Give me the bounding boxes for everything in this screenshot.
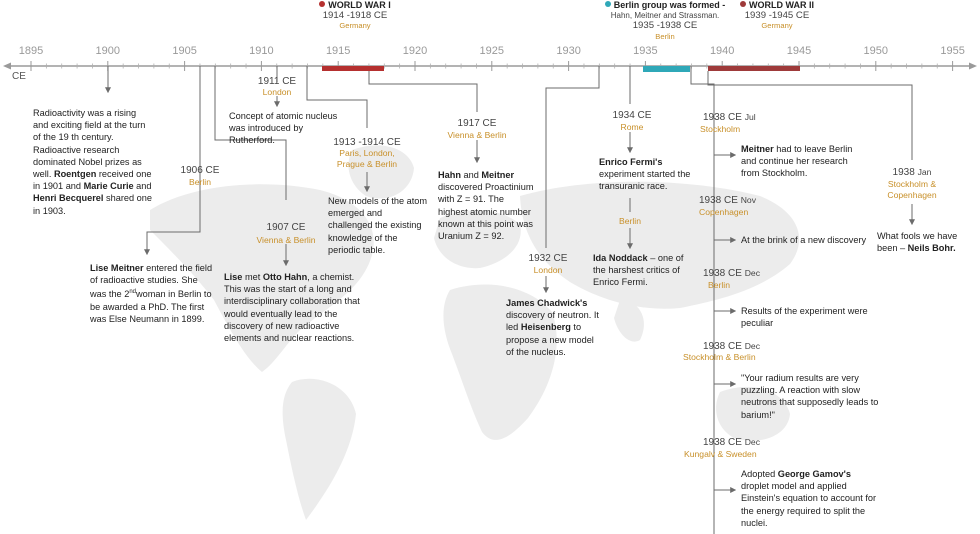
event-1938-nov-year: 1938 CE Nov xyxy=(699,195,756,206)
event-1932-text: James Chadwick's discovery of neutron. I… xyxy=(506,298,599,357)
event-1917-text: Hahn and Meitner discovered Proactinium … xyxy=(438,170,534,242)
connector-1913 xyxy=(306,66,368,128)
event-1938-dec-place-a: Berlin xyxy=(708,280,730,290)
axis-year-label: 1915 xyxy=(325,45,351,57)
map-south-america xyxy=(282,378,356,520)
period-berlin-subtitle: Hahn, Meitner and Strassman. xyxy=(610,10,720,20)
event-1938-dec-year-c: 1938 CE Dec xyxy=(703,437,760,448)
connector-1938-jan xyxy=(707,71,913,160)
connector-1938-spine xyxy=(690,66,715,534)
event-1938-jan-place: Stockholm & Copenhagen xyxy=(887,179,937,200)
axis-ticks xyxy=(30,61,954,71)
event-1913-year: 1913 -1914 CE xyxy=(333,137,401,148)
period-berlin-place: Berlin xyxy=(655,31,675,41)
event-1938-jan-year: 1938 Jan xyxy=(892,167,932,178)
berlin-group-dot-icon xyxy=(604,1,611,7)
event-1938-nov-place: Copenhagen xyxy=(699,207,749,217)
event-1900-text: Radioactivity was a rising and exciting … xyxy=(33,108,152,216)
axis-year-label: 1935 xyxy=(633,45,658,57)
map-india-sea xyxy=(614,300,644,342)
period-bar-wwi xyxy=(322,66,384,71)
connector-1907-a xyxy=(214,66,287,200)
event-1934-text: Enrico Fermi's experiment started the tr… xyxy=(599,157,691,192)
map-north-america xyxy=(150,184,374,372)
axis-year-label: 1940 xyxy=(709,45,735,57)
event-1938-jul-text: Meitner had to leave Berlin and continue… xyxy=(741,144,853,179)
connector-1906 xyxy=(144,66,201,256)
axis-year-label: 1925 xyxy=(479,45,505,57)
map-europe xyxy=(434,210,521,269)
wwii-dot-icon xyxy=(740,1,746,7)
event-1934-year: 1934 CE xyxy=(612,110,652,121)
axis-year-label: 1905 xyxy=(172,45,197,57)
event-1938-dec-year-a: 1938 CE Dec xyxy=(703,268,760,279)
axis-right-arrow-icon xyxy=(969,62,977,70)
axis-year-label: 1930 xyxy=(556,45,581,57)
axis-year-label: 1920 xyxy=(402,45,428,57)
period-wwii-title: WORLD WAR II xyxy=(749,0,814,10)
axis-year-label: 1950 xyxy=(863,45,889,57)
event-1938-jul-year: 1938 CE Jul xyxy=(703,112,756,123)
map-asia xyxy=(520,181,800,309)
event-1938-jan-text: What fools we have been – Neils Bohr. xyxy=(877,231,958,254)
connector-1932 xyxy=(545,66,600,248)
period-berlin-group: Berlin group was formed - Hahn, Meitner … xyxy=(600,0,730,42)
axis-year-label: 1910 xyxy=(249,45,274,57)
event-1932-year: 1932 CE xyxy=(528,253,568,264)
event-1907-text: Lise met Otto Hahn, a chemist. This was … xyxy=(224,272,360,344)
period-wwi-title: WORLD WAR I xyxy=(328,0,391,10)
event-1911-year: 1911 CE xyxy=(257,76,297,87)
period-wwii-years: 1939 -1945 CE xyxy=(744,9,810,21)
axis-year-label: 1895 xyxy=(18,45,44,57)
period-wwi-years: 1914 -1918 CE xyxy=(322,9,388,21)
axis-year-label: 1900 xyxy=(95,45,121,57)
event-1938-dec-text-b: "Your radium results are very puzzling. … xyxy=(741,373,879,420)
event-1938-dec-place-c: Kungalv & Sweden xyxy=(684,449,757,459)
event-1934-text2: Ida Noddack – one of the harshest critic… xyxy=(593,253,684,288)
event-1913-text: New models of the atom emerged and chall… xyxy=(328,196,428,255)
event-1938-dec-place-b: Stockholm & Berlin xyxy=(683,352,756,362)
period-bar-berlin-group xyxy=(643,66,690,72)
wwi-dot-icon xyxy=(319,1,326,7)
event-1907-year: 1907 CE xyxy=(266,222,306,233)
period-wwii-place: Germany xyxy=(761,21,793,30)
event-1934-place2: Berlin xyxy=(619,216,641,226)
period-wwii: WORLD WAR II 1939 -1945 CE Germany xyxy=(722,0,832,32)
event-1938-dec-text-c: Adopted George Gamov's droplet model and… xyxy=(741,469,877,528)
event-1934-place: Rome xyxy=(620,122,644,132)
map-australia xyxy=(716,386,790,441)
event-1907-place: Vienna & Berlin xyxy=(256,235,316,245)
event-1911-text: Concept of atomic nucleus was introduced… xyxy=(229,111,338,146)
period-berlin-title: Berlin group was formed - xyxy=(613,0,726,10)
event-1911-place: London xyxy=(262,87,292,97)
period-wwi-place: Germany xyxy=(339,21,371,30)
map-africa xyxy=(443,284,557,440)
period-wwi: WORLD WAR I 1914 -1918 CE Germany xyxy=(300,0,410,32)
axis-left-arrow-icon xyxy=(3,62,11,70)
period-bar-wwii xyxy=(708,66,800,71)
event-1932-place: London xyxy=(533,265,563,275)
event-1906-year: 1906 CE xyxy=(180,165,220,176)
event-1917-year: 1917 CE xyxy=(457,118,497,129)
event-1906-place: Berlin xyxy=(189,177,211,187)
event-1913-place: Paris, London, Prague & Berlin xyxy=(336,148,398,169)
period-berlin-years: 1935 -1938 CE xyxy=(632,20,698,31)
event-1906-text: Lise Meitner entered the field of radioa… xyxy=(90,263,213,324)
event-1938-dec-year-b: 1938 CE Dec xyxy=(703,341,760,352)
map-greenland xyxy=(348,145,414,199)
event-1917-place: Vienna & Berlin xyxy=(447,130,507,140)
era-label: CE xyxy=(12,71,26,82)
connector-1917 xyxy=(368,71,478,112)
event-1938-nov-text: At the brink of a new discovery xyxy=(741,235,867,245)
axis-year-label: 1945 xyxy=(786,45,812,57)
axis-year-label: 1955 xyxy=(940,45,965,57)
event-1938-dec-text-a: Results of the experiment were peculiar xyxy=(741,306,868,329)
event-1938-jul-place: Stockholm xyxy=(700,124,741,134)
